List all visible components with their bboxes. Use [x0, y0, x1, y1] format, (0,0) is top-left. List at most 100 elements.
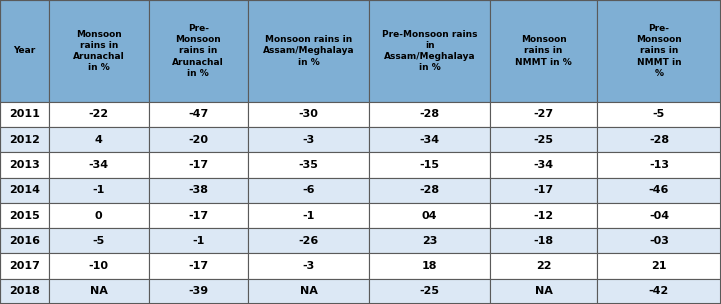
Bar: [597, 254, 721, 279]
Text: -1: -1: [192, 236, 205, 246]
Text: -3: -3: [303, 135, 314, 145]
Bar: [0, 102, 49, 127]
Text: 23: 23: [422, 236, 438, 246]
Bar: [490, 279, 597, 304]
Text: Pre-
Monsoon
rains in
Arunachal
in %: Pre- Monsoon rains in Arunachal in %: [172, 24, 224, 78]
Bar: [490, 178, 597, 203]
Bar: [490, 152, 597, 178]
Text: -12: -12: [534, 211, 554, 221]
Text: 21: 21: [651, 261, 667, 271]
Bar: [369, 228, 490, 254]
Bar: [369, 127, 490, 152]
Text: 2014: 2014: [9, 185, 40, 195]
Text: -18: -18: [534, 236, 554, 246]
Bar: [248, 228, 369, 254]
Text: -34: -34: [420, 135, 440, 145]
Text: -17: -17: [188, 211, 208, 221]
Bar: [490, 203, 597, 228]
Text: 04: 04: [422, 211, 438, 221]
Bar: [49, 127, 149, 152]
Text: -15: -15: [420, 160, 440, 170]
Bar: [597, 152, 721, 178]
Text: -28: -28: [649, 135, 669, 145]
Text: 2017: 2017: [9, 261, 40, 271]
Text: -34: -34: [89, 160, 109, 170]
Bar: [149, 203, 248, 228]
Text: -46: -46: [649, 185, 669, 195]
Bar: [149, 152, 248, 178]
Bar: [0, 178, 49, 203]
Text: -1: -1: [92, 185, 105, 195]
Text: 18: 18: [422, 261, 438, 271]
Text: -20: -20: [188, 135, 208, 145]
Text: 2011: 2011: [9, 109, 40, 119]
Bar: [49, 178, 149, 203]
Text: -5: -5: [653, 109, 665, 119]
Text: -28: -28: [420, 109, 440, 119]
Bar: [248, 279, 369, 304]
Bar: [490, 254, 597, 279]
Text: Pre-Monsoon rains
in
Assam/Meghalaya
in %: Pre-Monsoon rains in Assam/Meghalaya in …: [382, 30, 477, 72]
Text: -5: -5: [93, 236, 105, 246]
Text: NA: NA: [90, 286, 107, 296]
Text: NA: NA: [535, 286, 552, 296]
Bar: [490, 0, 597, 102]
Text: 2016: 2016: [9, 236, 40, 246]
Text: Year: Year: [14, 47, 35, 55]
Bar: [369, 178, 490, 203]
Bar: [248, 152, 369, 178]
Bar: [49, 0, 149, 102]
Bar: [49, 203, 149, 228]
Bar: [597, 203, 721, 228]
Text: -03: -03: [649, 236, 669, 246]
Text: -3: -3: [303, 261, 314, 271]
Text: 2015: 2015: [9, 211, 40, 221]
Bar: [49, 228, 149, 254]
Bar: [597, 228, 721, 254]
Bar: [490, 127, 597, 152]
Bar: [369, 0, 490, 102]
Bar: [369, 203, 490, 228]
Text: 4: 4: [95, 135, 102, 145]
Text: -26: -26: [298, 236, 319, 246]
Text: 2012: 2012: [9, 135, 40, 145]
Bar: [149, 127, 248, 152]
Text: -1: -1: [302, 211, 315, 221]
Bar: [49, 102, 149, 127]
Bar: [149, 0, 248, 102]
Text: -39: -39: [188, 286, 208, 296]
Text: -13: -13: [649, 160, 669, 170]
Bar: [248, 102, 369, 127]
Bar: [248, 203, 369, 228]
Bar: [149, 279, 248, 304]
Text: Monsoon
rains in
NMMT in %: Monsoon rains in NMMT in %: [516, 35, 572, 67]
Text: -25: -25: [534, 135, 554, 145]
Bar: [0, 254, 49, 279]
Bar: [369, 279, 490, 304]
Bar: [597, 102, 721, 127]
Bar: [490, 228, 597, 254]
Bar: [369, 102, 490, 127]
Bar: [597, 0, 721, 102]
Bar: [0, 127, 49, 152]
Bar: [0, 228, 49, 254]
Text: -35: -35: [298, 160, 319, 170]
Bar: [248, 254, 369, 279]
Text: -6: -6: [302, 185, 315, 195]
Text: -28: -28: [420, 185, 440, 195]
Bar: [149, 228, 248, 254]
Text: -04: -04: [649, 211, 669, 221]
Bar: [49, 152, 149, 178]
Text: 2013: 2013: [9, 160, 40, 170]
Bar: [248, 127, 369, 152]
Bar: [0, 279, 49, 304]
Bar: [248, 178, 369, 203]
Bar: [49, 254, 149, 279]
Text: 2018: 2018: [9, 286, 40, 296]
Text: Monsoon
rains in
Arunachal
in %: Monsoon rains in Arunachal in %: [73, 30, 125, 72]
Text: -10: -10: [89, 261, 109, 271]
Bar: [597, 178, 721, 203]
Bar: [369, 254, 490, 279]
Bar: [49, 279, 149, 304]
Bar: [369, 152, 490, 178]
